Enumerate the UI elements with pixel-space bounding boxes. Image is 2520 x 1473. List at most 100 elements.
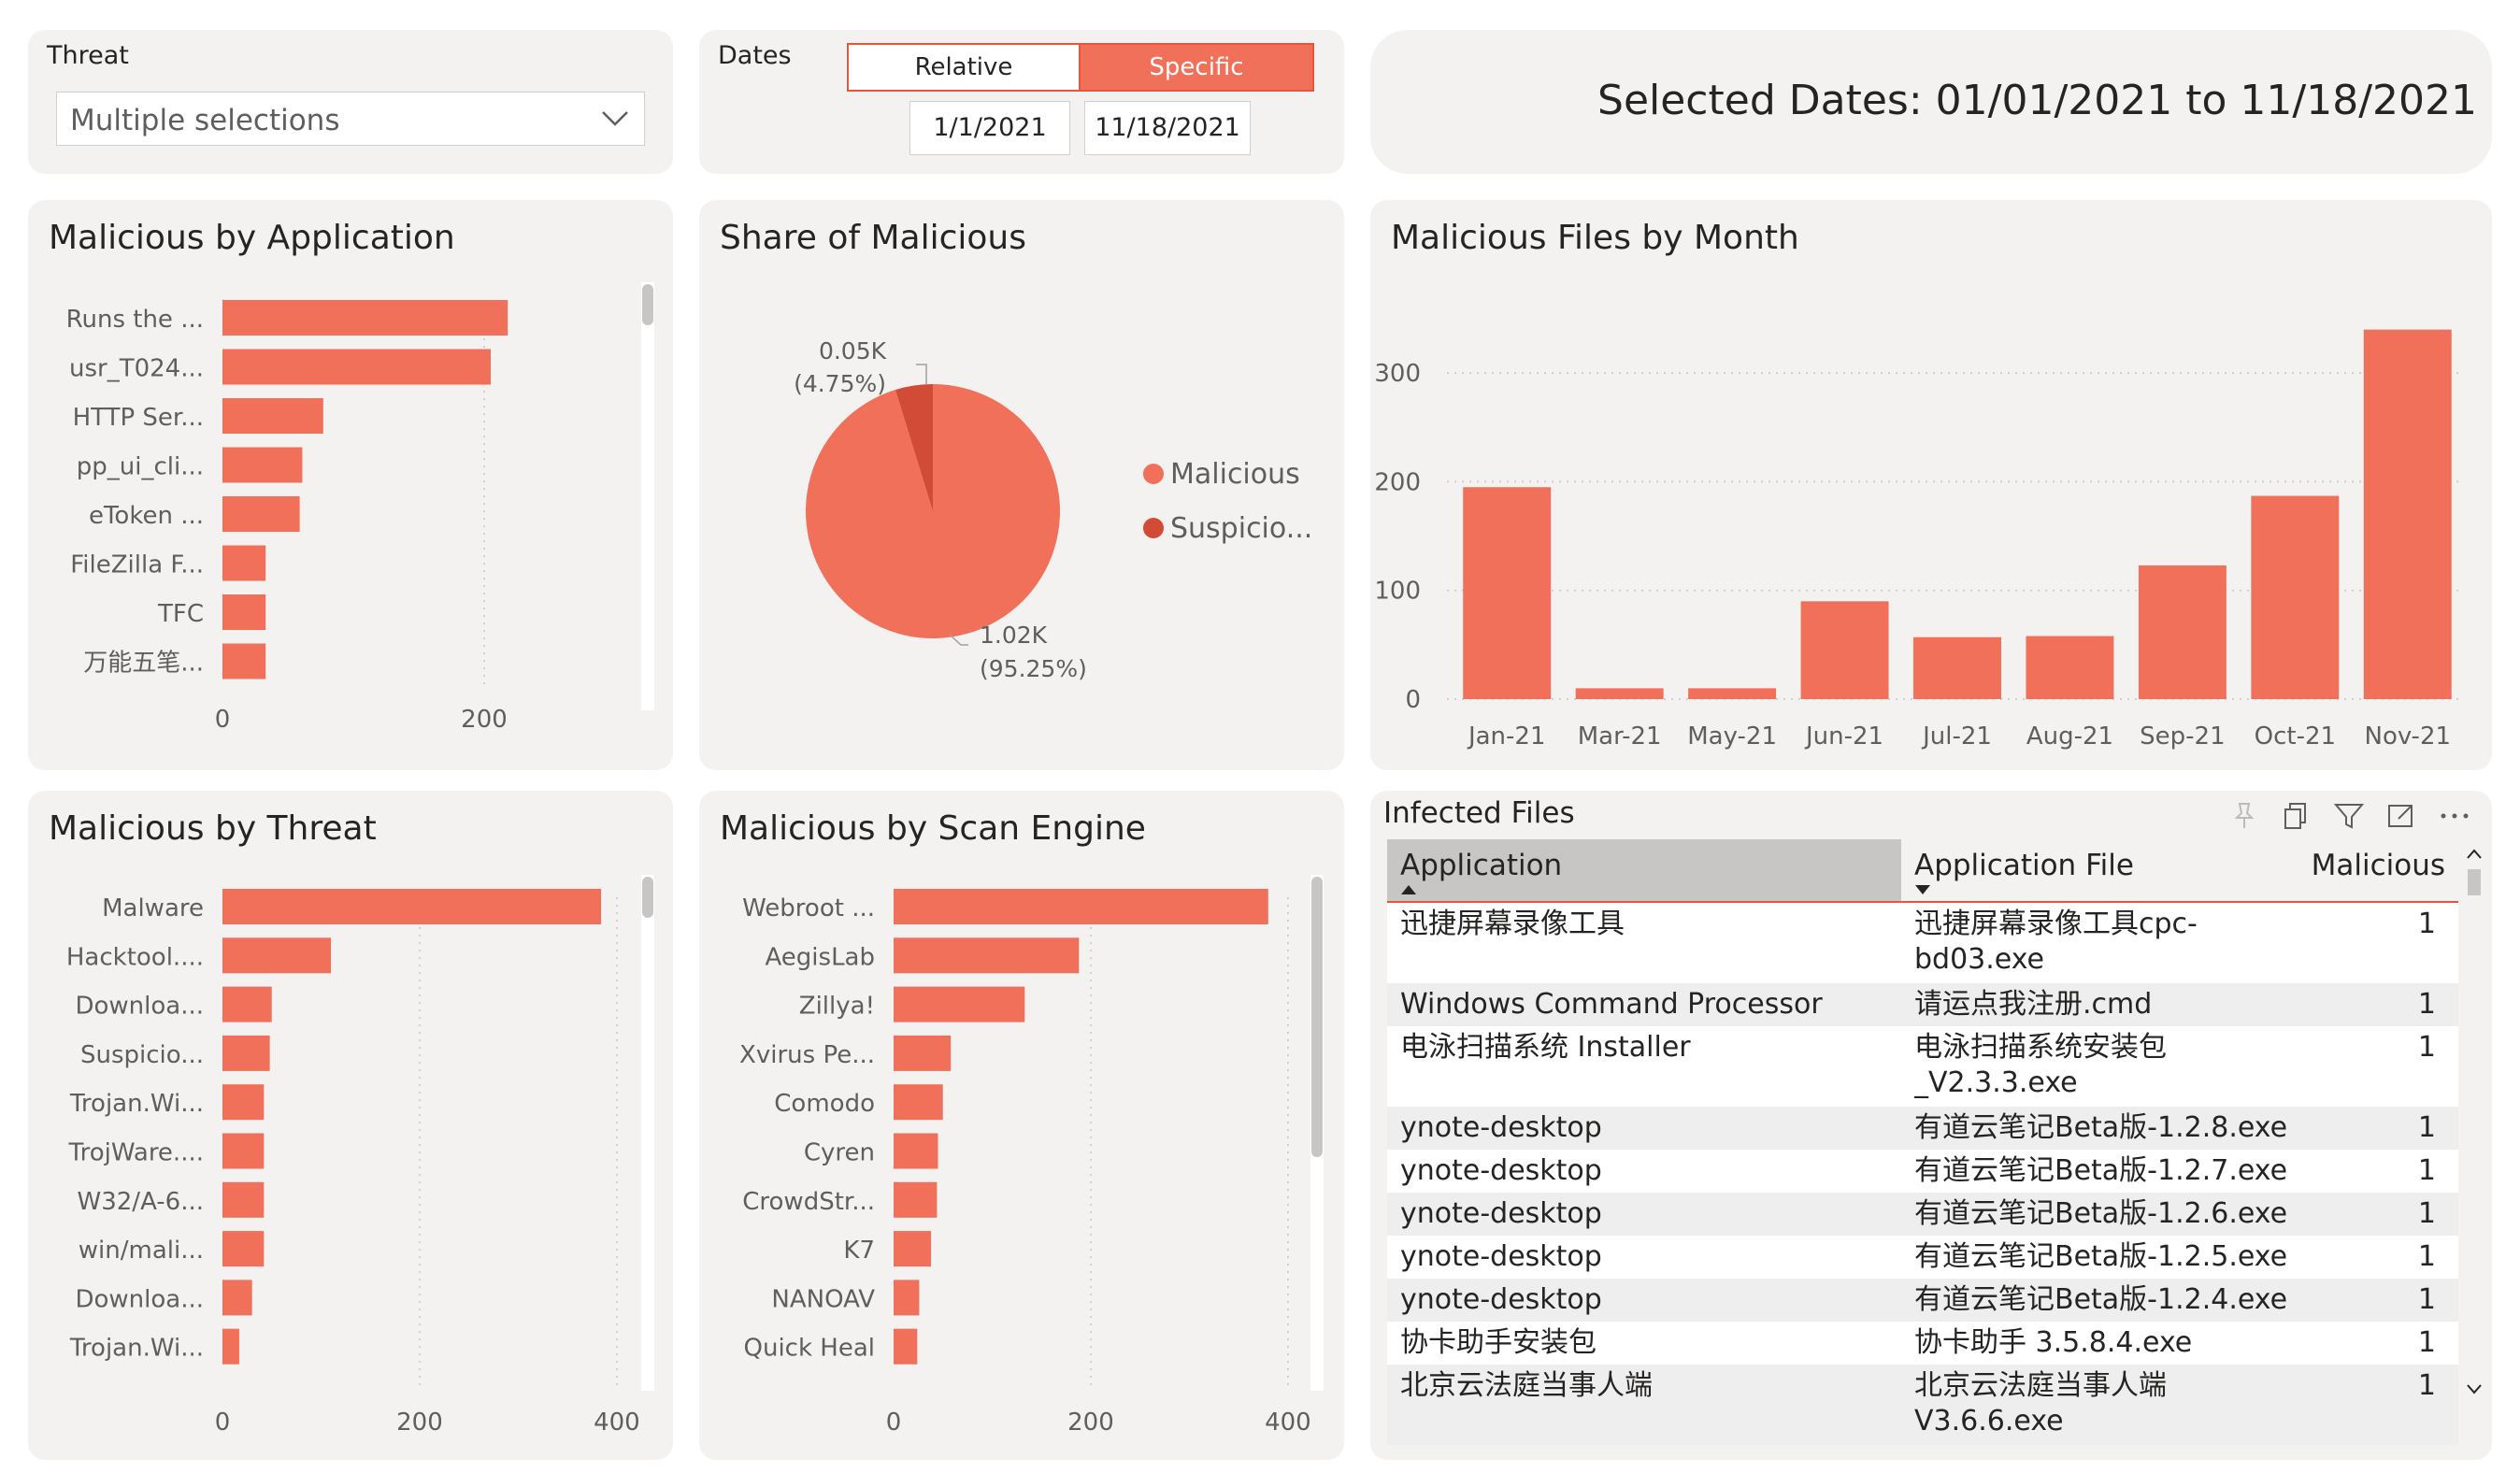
bar bbox=[222, 1328, 239, 1365]
tab-relative-label: Relative bbox=[914, 53, 1013, 81]
copy-icon[interactable] bbox=[2281, 800, 2312, 832]
table-row[interactable]: ynote-desktop 有道云笔记Beta版-1.2.4.exe 1 bbox=[1387, 1279, 2458, 1322]
y-category-label: Downloa... bbox=[75, 1285, 204, 1313]
start-date-input[interactable]: 1/1/2021 bbox=[909, 101, 1070, 155]
legend-label: Malicious bbox=[1170, 458, 1300, 491]
bar bbox=[1688, 688, 1777, 699]
chart-title: Malicious by Scan Engine bbox=[720, 809, 1146, 848]
pin-icon[interactable] bbox=[2228, 800, 2260, 832]
focus-mode-icon[interactable] bbox=[2385, 800, 2417, 832]
column-header-application[interactable]: Application bbox=[1387, 839, 1901, 901]
bar bbox=[2026, 636, 2114, 699]
malicious-files-by-month-card: Malicious Files by Month 0 100 200 300 Jan-2… bbox=[1370, 200, 2492, 770]
y-category-label: 万能五笔... bbox=[83, 650, 204, 678]
malicious-by-application-chart: 0 200 Runs the ... usr_T024... HTTP Ser... pp… bbox=[66, 300, 508, 734]
bar bbox=[222, 398, 323, 434]
bar bbox=[222, 300, 508, 336]
share-of-malicious-chart: 1.02K (95.25%) 0.05K (4.75%) Malicious Suspic… bbox=[794, 337, 1312, 682]
table-row[interactable]: 迅捷屏幕录像工具 迅捷屏幕录像工具cpc- bd03.exe 1 bbox=[1387, 903, 2458, 983]
y-category-label: Suspicio... bbox=[80, 1041, 204, 1069]
end-date-input[interactable]: 11/18/2021 bbox=[1084, 101, 1251, 155]
y-category-label: Hacktool.... bbox=[66, 943, 204, 971]
cell-application-file: 北京云法庭当事人端 V3.6.6.exe bbox=[1914, 1369, 2167, 1437]
cell-application-file: 有道云笔记Beta版-1.2.5.exe bbox=[1914, 1240, 2288, 1273]
column-header-malicious[interactable]: Malicious bbox=[2309, 839, 2458, 901]
scrollbar-track bbox=[641, 875, 654, 1391]
x-category-label: Oct-21 bbox=[2255, 722, 2336, 751]
cell-application: ynote-desktop bbox=[1400, 1240, 1602, 1273]
x-tick-label: 200 bbox=[396, 1409, 443, 1437]
y-tick-label: 0 bbox=[1405, 686, 1421, 714]
y-category-label: Webroot ... bbox=[742, 894, 875, 922]
scrollbar-thumb[interactable] bbox=[642, 284, 653, 325]
column-header-label: Application File bbox=[1914, 849, 2134, 882]
cell-application: ynote-desktop bbox=[1400, 1197, 1602, 1230]
pie-slice bbox=[895, 384, 933, 511]
table-row[interactable]: Windows Command Processor 请运点我注册.cmd 1 bbox=[1387, 983, 2458, 1026]
y-category-label: TrojWare.... bbox=[68, 1139, 204, 1167]
cell-application: Windows Command Processor bbox=[1400, 988, 1823, 1021]
scrollbar-thumb[interactable] bbox=[642, 877, 653, 918]
filter-icon[interactable] bbox=[2333, 800, 2365, 832]
cell-application: 电泳扫描系统 Installer bbox=[1400, 1031, 1691, 1064]
bar bbox=[894, 1181, 938, 1218]
cell-application-file: 电泳扫描系统安装包 _V2.3.3.exe bbox=[1914, 1031, 2167, 1099]
pie-slice bbox=[806, 384, 1060, 638]
table-row[interactable]: 协卡助手安装包 协卡助手 3.5.8.4.exe 1 bbox=[1387, 1322, 2458, 1365]
data-label: 1.02K bbox=[980, 622, 1048, 649]
cell-application-file: 迅捷屏幕录像工具cpc- bd03.exe bbox=[1914, 908, 2198, 976]
x-category-label: Jan-21 bbox=[1467, 722, 1546, 751]
data-label: 0.05K bbox=[819, 337, 887, 365]
table-scrollbar[interactable] bbox=[2464, 847, 2484, 1404]
bar bbox=[894, 1035, 952, 1071]
scrollbar-thumb[interactable] bbox=[1311, 877, 1323, 1157]
y-tick-label: 200 bbox=[1374, 468, 1421, 496]
bar bbox=[894, 1231, 932, 1267]
y-category-label: Downloa... bbox=[75, 993, 204, 1021]
bar bbox=[894, 937, 1080, 974]
cell-application-file: 有道云笔记Beta版-1.2.4.exe bbox=[1914, 1283, 2288, 1316]
table-row[interactable]: ynote-desktop 有道云笔记Beta版-1.2.8.exe 1 bbox=[1387, 1107, 2458, 1150]
table-body: 迅捷屏幕录像工具 迅捷屏幕录像工具cpc- bd03.exe 1 Windows Co… bbox=[1387, 903, 2458, 1445]
table-row[interactable]: ynote-desktop 有道云笔记Beta版-1.2.5.exe 1 bbox=[1387, 1236, 2458, 1279]
table-row[interactable]: ynote-desktop 有道云笔记Beta版-1.2.7.exe 1 bbox=[1387, 1150, 2458, 1193]
cell-application: ynote-desktop bbox=[1400, 1154, 1602, 1187]
tab-specific[interactable]: Specific bbox=[1079, 43, 1314, 92]
tab-relative[interactable]: Relative bbox=[847, 43, 1081, 92]
cell-application: 北京云法庭当事人端 bbox=[1400, 1369, 1653, 1402]
bar bbox=[222, 937, 332, 974]
bar bbox=[222, 545, 266, 581]
table-row[interactable]: 北京云法庭当事人端 北京云法庭当事人端 V3.6.6.exe 1 bbox=[1387, 1365, 2458, 1445]
cell-application: 迅捷屏幕录像工具 bbox=[1400, 908, 1625, 940]
malicious-by-scan-engine-card: Malicious by Scan Engine 0 200 400 Webroot … bbox=[699, 791, 1344, 1460]
y-category-label: win/mali... bbox=[79, 1237, 204, 1265]
cell-malicious: 1 bbox=[2417, 988, 2436, 1021]
sort-descending-icon bbox=[1915, 885, 1930, 894]
chart-title: Share of Malicious bbox=[720, 219, 1026, 257]
x-tick-label: 200 bbox=[461, 706, 508, 734]
x-tick-label: 0 bbox=[886, 1409, 902, 1437]
bar bbox=[222, 986, 272, 1023]
selected-dates-text: Selected Dates: 01/01/2021 to 11/18/2021 bbox=[1597, 77, 2477, 124]
bar bbox=[222, 643, 266, 679]
more-options-icon[interactable] bbox=[2436, 800, 2473, 832]
x-tick-label: 400 bbox=[1265, 1409, 1311, 1437]
y-category-label: Runs the ... bbox=[66, 306, 204, 334]
column-header-application-file[interactable]: Application File bbox=[1901, 839, 2309, 901]
y-category-label: AegisLab bbox=[765, 943, 875, 971]
table-row[interactable]: ynote-desktop 有道云笔记Beta版-1.2.6.exe 1 bbox=[1387, 1193, 2458, 1236]
x-category-label: Mar-21 bbox=[1578, 722, 1662, 751]
threat-dropdown[interactable]: Multiple selections bbox=[56, 92, 645, 146]
scrollbar-thumb[interactable] bbox=[2468, 869, 2481, 895]
dates-slicer-label: Dates bbox=[718, 41, 792, 70]
cell-application-file: 有道云笔记Beta版-1.2.7.exe bbox=[1914, 1154, 2288, 1187]
bar bbox=[894, 1328, 918, 1365]
scroll-up-icon[interactable] bbox=[2466, 847, 2483, 860]
leader-line bbox=[949, 634, 968, 646]
y-category-label: Comodo bbox=[774, 1090, 875, 1118]
bar bbox=[222, 349, 491, 385]
scroll-down-icon[interactable] bbox=[2466, 1383, 2483, 1396]
table-row[interactable]: 电泳扫描系统 Installer 电泳扫描系统安装包 _V2.3.3.exe 1 bbox=[1387, 1026, 2458, 1107]
chart-title: Malicious Files by Month bbox=[1391, 219, 1799, 257]
y-category-label: W32/A-6... bbox=[78, 1188, 204, 1216]
